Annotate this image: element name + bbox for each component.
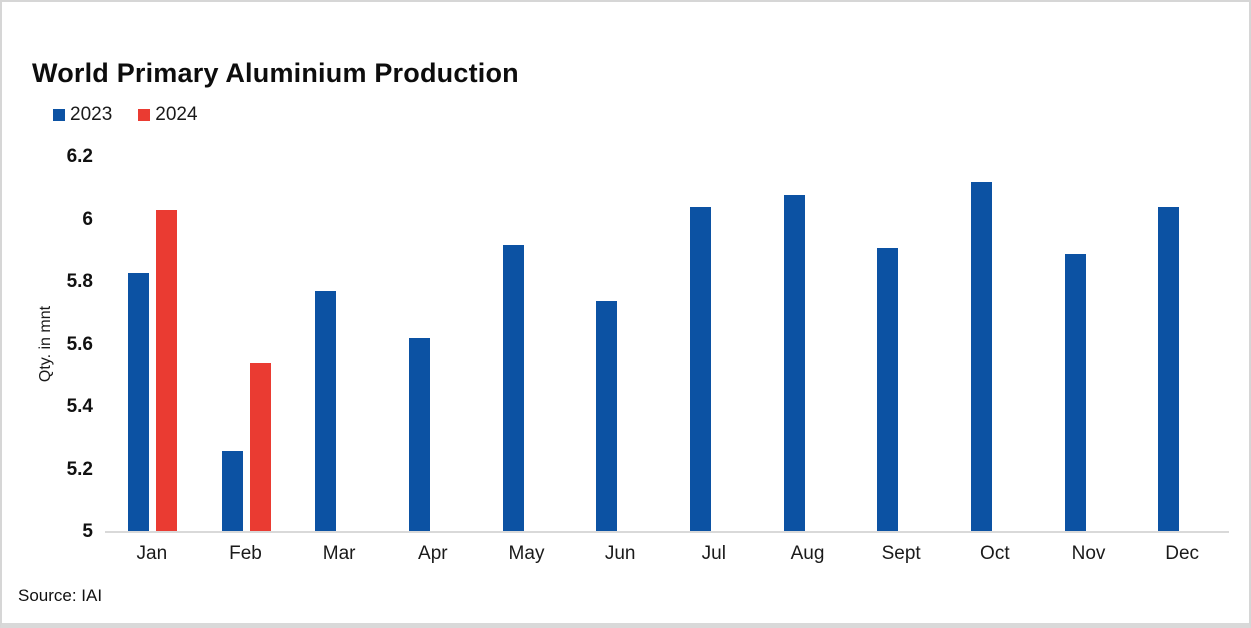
x-axis-line: [105, 531, 1229, 533]
x-tick-label-nov: Nov: [1071, 543, 1106, 564]
y-tick-label-5.2: 5.2: [66, 458, 93, 480]
bar-2023-apr: [408, 338, 430, 532]
bar-2023-oct: [970, 182, 992, 532]
legend-label: 2024: [155, 104, 198, 125]
bar-2023-aug: [783, 194, 805, 532]
x-tick-label-mar: Mar: [322, 543, 356, 564]
legend-label: 2023: [70, 104, 113, 125]
x-tick-label-aug: Aug: [790, 543, 825, 564]
y-tick-label-5.8: 5.8: [66, 271, 93, 292]
bar-2023-jan: [127, 272, 149, 532]
bar-2023-nov: [1064, 253, 1086, 532]
bar-2023-may: [502, 244, 524, 532]
x-tick-label-dec: Dec: [1165, 543, 1200, 564]
legend-swatch-2023: [53, 109, 65, 121]
bar-2023-dec: [1158, 207, 1180, 532]
legend-item-2024: 2024: [138, 104, 198, 126]
bar-2023-jul: [689, 207, 711, 532]
source-note: Source: IAI: [18, 586, 103, 605]
y-tick-label-5: 5: [82, 521, 93, 542]
y-tick-label-5.4: 5.4: [66, 396, 93, 417]
y-tick-label-6: 6: [82, 208, 93, 230]
legend-item-2023: 2023: [53, 104, 112, 126]
x-tick-label-oct: Oct: [980, 543, 1010, 564]
x-tick-label-may: May: [508, 543, 545, 564]
bar-2024-jan: [155, 210, 177, 532]
y-tick-label-6.2: 6.2: [66, 146, 93, 167]
bar-2023-feb: [221, 450, 243, 532]
x-tick-label-jan: Jan: [136, 543, 168, 564]
legend-swatch-2024: [138, 109, 151, 121]
x-tick-label-feb: Feb: [229, 543, 262, 564]
legend: 2023 2024: [53, 104, 198, 126]
x-tick-label-jul: Jul: [701, 543, 726, 564]
x-tick-label-apr: Apr: [418, 543, 448, 564]
bar-2023-jun: [596, 300, 618, 532]
bar-2024-feb: [249, 363, 271, 532]
bar-2023-mar: [315, 291, 337, 532]
x-tick-label-jun: Jun: [604, 543, 636, 564]
y-tick-label-5.6: 5.6: [66, 333, 93, 355]
chart-title: World Primary Aluminium Production: [32, 58, 519, 88]
x-tick-label-sept: Sept: [881, 543, 921, 564]
bar-2023-sept: [877, 247, 899, 532]
